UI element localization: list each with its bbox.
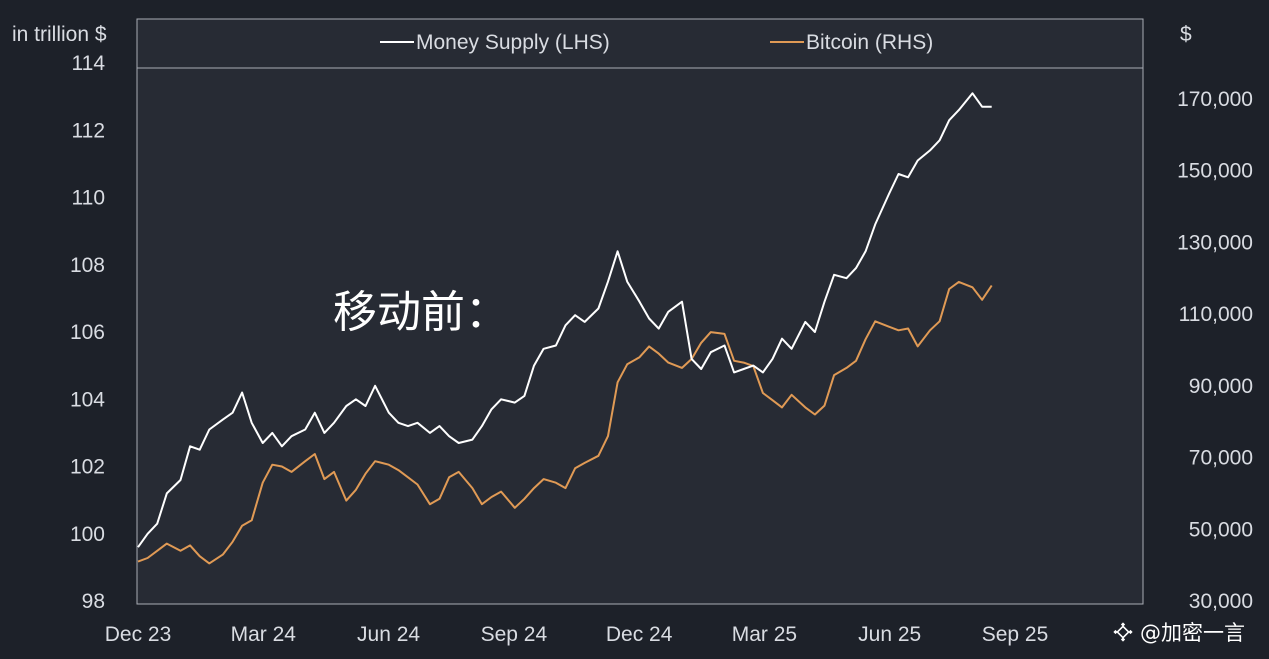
right-tick-label: 50,000 <box>1189 518 1253 541</box>
right-tick-label: 110,000 <box>1179 303 1253 326</box>
watermark: @加密一言 <box>1113 621 1245 645</box>
left-axis-ticks: 114 112 110 108 106 104 102 100 98 <box>70 52 105 613</box>
chart-annotation: 移动前： <box>333 287 509 338</box>
plot-area <box>136 18 1144 605</box>
left-tick-label: 114 <box>72 52 106 75</box>
left-axis-title: in trillion $ <box>12 23 107 46</box>
left-tick-label: 108 <box>70 254 105 277</box>
x-tick-label: Dec 23 <box>105 623 172 646</box>
left-tick-label: 112 <box>72 119 105 142</box>
left-tick-label: 106 <box>70 321 105 344</box>
x-tick-label: Mar 24 <box>231 623 297 646</box>
legend: Money Supply (LHS) Bitcoin (RHS) <box>380 31 933 54</box>
right-tick-label: 130,000 <box>1177 231 1253 254</box>
binance-logo-icon <box>1113 622 1133 642</box>
left-tick-label: 104 <box>70 388 105 411</box>
right-tick-label: 170,000 <box>1177 88 1253 111</box>
watermark-text: @加密一言 <box>1140 621 1245 645</box>
right-tick-label: 30,000 <box>1189 590 1253 613</box>
x-tick-label: Jun 24 <box>357 623 420 646</box>
left-tick-label: 102 <box>70 456 105 479</box>
left-tick-label: 98 <box>82 590 105 613</box>
right-tick-label: 70,000 <box>1189 447 1253 470</box>
right-tick-label: 150,000 <box>1177 160 1253 183</box>
x-tick-label: Dec 24 <box>606 623 673 646</box>
legend-money-supply-label: Money Supply (LHS) <box>416 31 610 54</box>
right-axis-title: $ <box>1180 23 1192 46</box>
left-tick-label: 100 <box>70 523 105 546</box>
left-tick-label: 110 <box>72 187 105 210</box>
legend-bitcoin-label: Bitcoin (RHS) <box>806 31 933 54</box>
right-axis-ticks: 170,000 150,000 130,000 110,000 90,000 70,000… <box>1177 88 1253 613</box>
x-tick-label: Jun 25 <box>858 623 921 646</box>
x-tick-label: Mar 25 <box>732 623 797 646</box>
x-axis-ticks: Dec 23 Mar 24 Jun 24 Sep 24 Dec 24 Mar 25 Jun … <box>105 623 1049 646</box>
series-line-bitcoin <box>137 280 993 565</box>
right-tick-label: 90,000 <box>1189 375 1253 398</box>
x-tick-label: Sep 25 <box>982 623 1049 646</box>
x-tick-label: Sep 24 <box>481 623 548 646</box>
series-line-money-supply <box>137 92 992 548</box>
